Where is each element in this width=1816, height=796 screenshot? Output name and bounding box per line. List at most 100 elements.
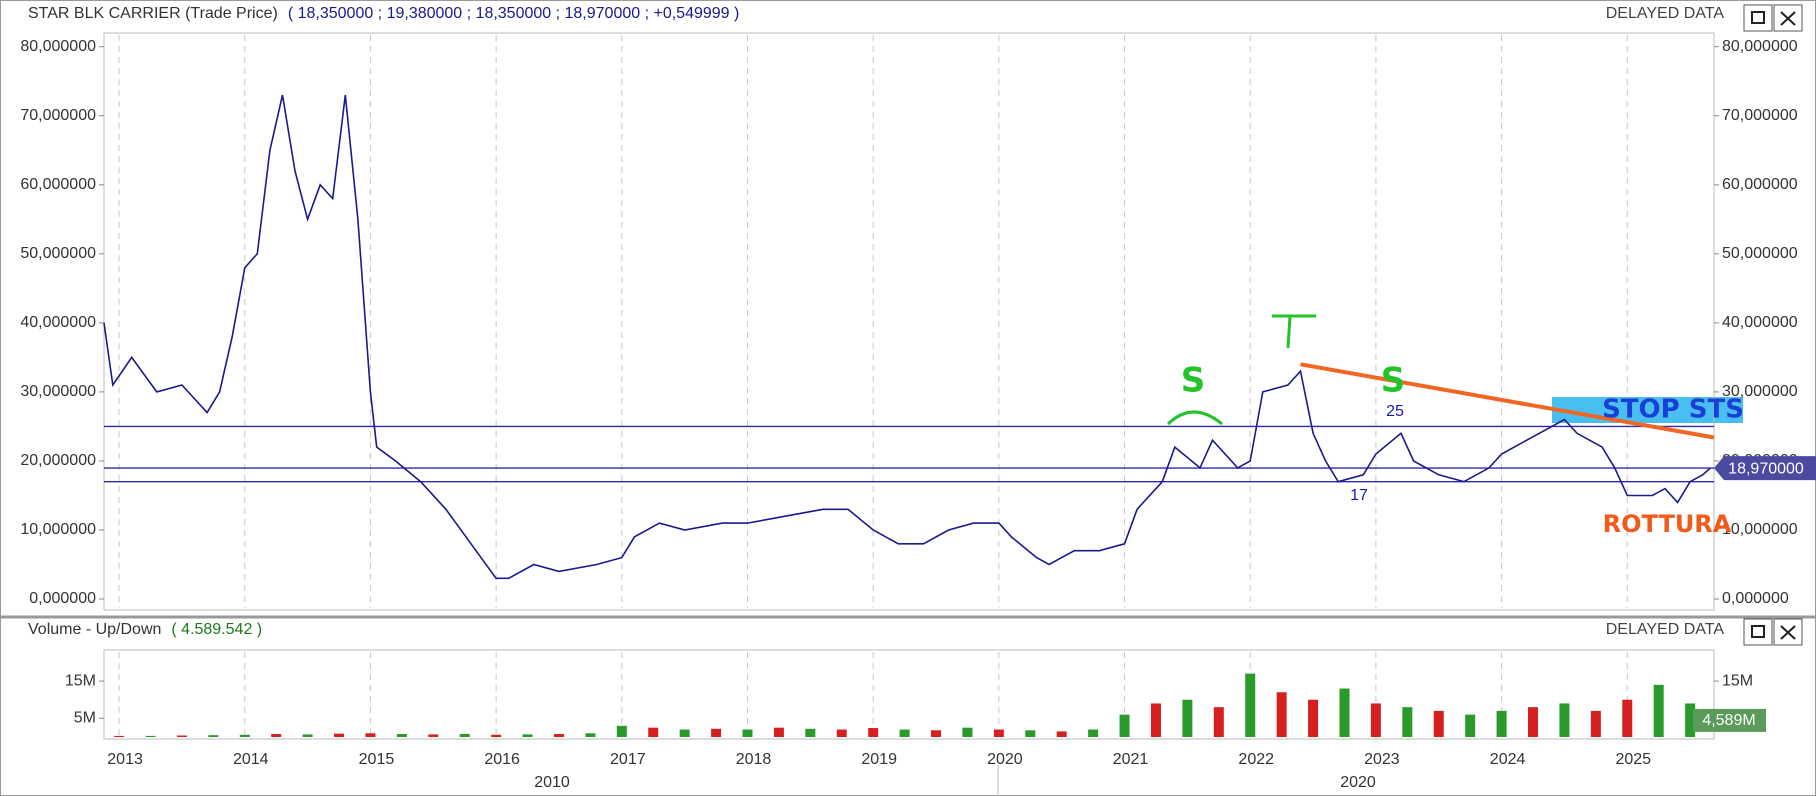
y-tick-label: 20,000000 [20,452,96,469]
x-tick-label: 2015 [359,751,395,768]
x-tick-label: 2017 [610,751,646,768]
volume-bar [1559,703,1570,737]
x-tick-label: 2018 [736,751,772,768]
volume-bar [679,729,690,737]
y-tick-label: 10,000000 [1722,521,1798,538]
volume-bar [773,727,784,737]
window-buttons[interactable] [1743,4,1803,646]
volume-bar [1276,692,1287,737]
volume-bar [836,729,847,737]
maximize-icon [1751,11,1765,24]
y-tick-label: 15M [1722,672,1753,689]
volume-bar [742,729,753,737]
volume-bar [1119,714,1130,737]
volume-bar [931,730,942,737]
status-label: DELAYED DATA [1606,621,1725,638]
volume-bar [1025,730,1036,737]
volume-bar [1370,703,1381,737]
panel-quote: ( 4.589.542 ) [171,621,262,638]
y-tick-label: 30,000000 [1722,383,1798,400]
volume-bar [1685,703,1696,737]
last-price-label: 18,970000 [1728,460,1804,477]
y-tick-label: 60,000000 [20,176,96,193]
volume-bar [1496,710,1507,737]
volume-bar [491,734,502,737]
y-tick-label: 80,000000 [20,38,96,55]
volume-bar [428,734,439,737]
y-tick-label: 40,000000 [1722,314,1798,331]
volume-bar [1433,710,1444,737]
volume-bar [459,734,470,737]
y-tick-label: 10,000000 [20,521,96,538]
volume-bar [334,733,345,737]
volume-bar [302,734,313,737]
annotation: S [1381,361,1406,401]
volume-bar [239,734,250,737]
panel-title: STAR BLK CARRIER (Trade Price) [28,5,278,22]
volume-bar [145,735,156,737]
close-icon [1780,11,1796,26]
volume-bar [993,729,1004,737]
x-tick-label: 2016 [484,751,520,768]
y-tick-label: 0,000000 [29,590,96,607]
annotation: 25 [1386,403,1404,420]
panel-quote: ( 18,350000 ; 19,380000 ; 18,350000 ; 18… [288,5,740,22]
shoulder-arc [1166,410,1223,426]
volume-bar [711,728,722,737]
y-tick-label: 50,000000 [20,245,96,262]
volume-bar [1590,710,1601,737]
x-tick-label: 2019 [861,751,897,768]
price-line [103,94,1711,580]
maximize-icon [1751,625,1765,638]
trendline [1300,362,1715,440]
x-tick-label: 2023 [1364,751,1400,768]
y-tick-label: 40,000000 [20,314,96,331]
y-tick-label: 5M [74,710,96,727]
y-tick-label: 0,000000 [1722,590,1789,607]
status-label: DELAYED DATA [1606,5,1725,22]
volume-bar [1465,714,1476,737]
volume-bar [1622,699,1633,737]
x-tick-label: 2024 [1490,751,1526,768]
volume-bar [805,728,816,737]
volume-bar [962,727,973,737]
volume-bar [365,733,376,737]
highlight-stroke [1552,397,1743,423]
volume-bar [648,727,659,737]
last-volume-tag [1693,708,1766,732]
volume-bar [1308,699,1319,737]
x-tick-label: 2022 [1238,751,1274,768]
annotation: 17 [1350,487,1368,504]
x-tick-label: 2014 [233,751,269,768]
x-tick-label: 2021 [1113,751,1149,768]
volume-bar [176,735,187,737]
volume-bar [1245,673,1256,737]
head-mark [1272,314,1316,349]
maximize-button[interactable] [1743,618,1773,646]
y-tick-label: 15M [65,672,96,689]
close-icon [1780,625,1796,640]
volume-bar [1402,707,1413,737]
last-volume-label: 4,589M [1702,712,1755,729]
y-tick-label: 50,000000 [1722,245,1798,262]
volume-bar [585,733,596,737]
plot-area [103,649,1715,740]
y-tick-label: 30,000000 [20,383,96,400]
volume-bar [271,734,282,737]
volume-bar [1150,703,1161,737]
volume-bar [396,734,407,737]
volume-bar [1339,688,1350,737]
volume-bar [899,729,910,737]
annotation: STOP STS [1602,395,1744,425]
x-tick-label: 2025 [1615,751,1651,768]
volume-bar [1182,699,1193,737]
period-label: 2020 [1340,774,1376,791]
volume-bar [1528,707,1539,737]
maximize-button[interactable] [1743,4,1773,32]
volume-bar [1653,684,1664,737]
volume-bar [1056,731,1067,737]
volume-bar [522,734,533,737]
volume-bar [553,734,564,737]
